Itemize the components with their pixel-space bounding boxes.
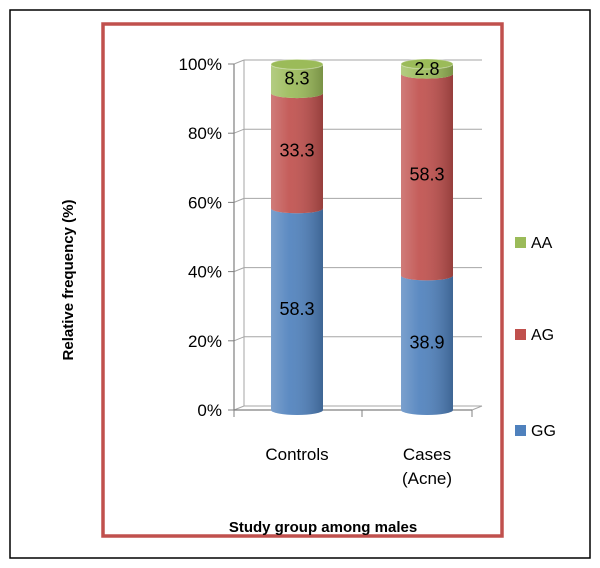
legend-swatch bbox=[515, 329, 526, 340]
category-label: Controls bbox=[265, 445, 328, 464]
bar-top-cap bbox=[270, 58, 324, 70]
data-label: 38.9 bbox=[409, 333, 444, 353]
y-tick-label: 80% bbox=[188, 124, 222, 143]
legend-label: AG bbox=[531, 327, 554, 344]
gridline-depth bbox=[233, 267, 245, 273]
bar-shading bbox=[401, 73, 453, 281]
legend: AA AG GG bbox=[515, 235, 556, 440]
data-label: 8.3 bbox=[284, 69, 309, 89]
y-tick-label: 100% bbox=[179, 55, 222, 74]
bar-shading bbox=[401, 64, 453, 79]
legend-label: AA bbox=[531, 235, 553, 252]
data-label: 33.3 bbox=[279, 141, 314, 161]
y-axis-title: Relative frequency (%) bbox=[60, 200, 77, 361]
bar-shading bbox=[271, 64, 323, 99]
plot-area-border bbox=[101, 22, 504, 538]
data-label: 58.3 bbox=[409, 165, 444, 185]
gridline-depth bbox=[233, 128, 245, 134]
gridline-depth bbox=[233, 59, 245, 65]
legend-swatch bbox=[515, 237, 526, 248]
bar-shading bbox=[271, 93, 323, 214]
y-tick-label: 40% bbox=[188, 263, 222, 282]
legend-label: GG bbox=[531, 423, 556, 440]
y-tick-label: 60% bbox=[188, 193, 222, 212]
gridline-depth bbox=[233, 336, 245, 342]
bar-top-cap bbox=[400, 58, 454, 70]
legend-swatch bbox=[515, 425, 526, 436]
category-label: (Acne) bbox=[402, 469, 452, 488]
floor-edge bbox=[471, 405, 483, 411]
data-label: 2.8 bbox=[414, 59, 439, 79]
gridline-depth bbox=[233, 405, 245, 411]
data-label: 58.3 bbox=[279, 299, 314, 319]
gridline-depth bbox=[233, 197, 245, 203]
legend-item-gg: GG bbox=[515, 423, 556, 440]
legend-item-aa: AA bbox=[515, 235, 553, 252]
y-tick-label: 0% bbox=[197, 401, 222, 420]
y-tick-label: 20% bbox=[188, 332, 222, 351]
data-labels: 58.3 33.3 8.3 38.9 58.3 2.8 bbox=[279, 59, 444, 353]
legend-item-ag: AG bbox=[515, 327, 554, 344]
bar-shading bbox=[401, 275, 453, 415]
axes: 0% 20% 40% 60% 80% 100% bbox=[179, 55, 483, 420]
bar-shading bbox=[271, 208, 323, 415]
category-labels: Controls Cases (Acne) bbox=[265, 445, 452, 488]
x-axis-title: Study group among males bbox=[229, 519, 417, 536]
bars bbox=[270, 58, 454, 415]
category-label: Cases bbox=[403, 445, 451, 464]
